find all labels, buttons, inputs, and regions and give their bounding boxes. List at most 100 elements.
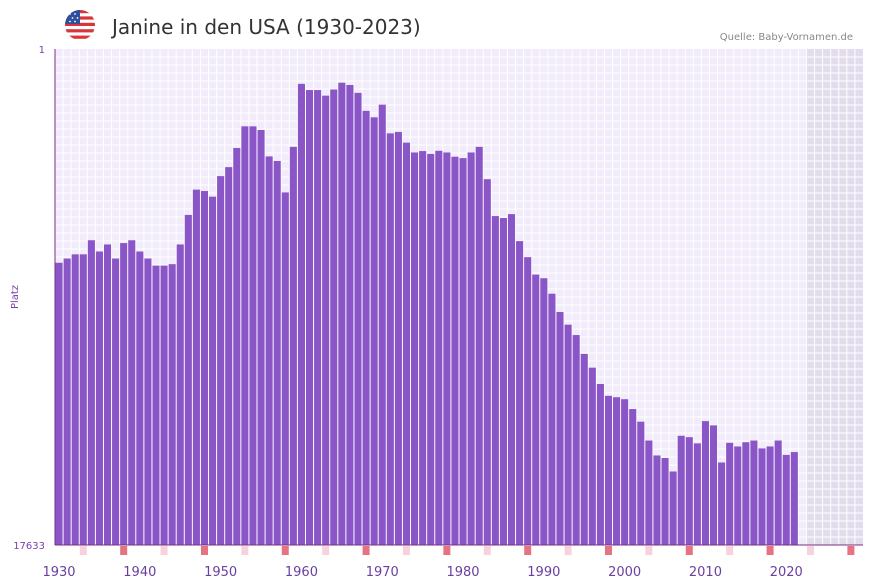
- year-marker-2028: [847, 546, 855, 555]
- bar-1986: [507, 214, 516, 545]
- bar-1961: [305, 90, 314, 545]
- bar-1976: [427, 153, 435, 545]
- bar-1948: [200, 191, 209, 546]
- bar-1971: [386, 133, 394, 545]
- source-label: Quelle: Baby-Vornamen.de: [720, 32, 853, 43]
- bar-1950: [217, 176, 225, 545]
- bar-1934: [87, 240, 95, 545]
- bar-2009: [693, 443, 701, 545]
- bar-1997: [596, 384, 604, 545]
- bar-1940: [136, 251, 144, 546]
- year-marker-1988: [524, 546, 532, 555]
- bar-2014: [734, 446, 742, 545]
- bar-2001: [629, 409, 637, 545]
- bar-1959: [289, 146, 297, 545]
- bar-1930: [55, 262, 63, 545]
- year-marker-1948: [200, 546, 208, 555]
- bar-1958: [281, 192, 289, 545]
- bar-2020: [782, 454, 790, 545]
- y-tick-label-top: 1: [39, 45, 45, 56]
- x-tick-label-1950: 1950: [204, 565, 237, 580]
- bar-2003: [645, 440, 653, 545]
- bar-1999: [613, 397, 621, 545]
- bar-1978: [443, 152, 451, 545]
- year-marker-1953: [241, 546, 249, 555]
- x-tick-label-2000: 2000: [608, 565, 641, 580]
- bar-1964: [330, 89, 338, 545]
- bar-1970: [378, 104, 386, 546]
- bar-1935: [95, 251, 103, 546]
- year-marker-2023: [806, 546, 814, 555]
- bar-1990: [540, 278, 548, 545]
- bar-1954: [249, 126, 257, 546]
- bar-1967: [354, 92, 362, 546]
- year-marker-1958: [281, 546, 289, 555]
- year-marker-2003: [645, 546, 653, 555]
- bar-1938: [120, 243, 128, 546]
- grid-lines: [55, 49, 863, 545]
- bar-1975: [419, 151, 427, 545]
- bar-1991: [548, 293, 556, 545]
- bar-1987: [516, 241, 524, 545]
- bar-1946: [184, 214, 192, 546]
- bar-2012: [718, 462, 726, 545]
- bar-2016: [750, 440, 758, 545]
- bar-2008: [685, 437, 693, 545]
- bar-1955: [257, 129, 265, 545]
- bar-1984: [491, 216, 499, 545]
- bar-1985: [499, 218, 507, 545]
- x-tick-label-1960: 1960: [285, 565, 318, 580]
- bar-1956: [265, 156, 273, 545]
- bar-2021: [790, 452, 798, 545]
- year-marker-1943: [160, 546, 168, 555]
- year-marker-1973: [402, 546, 410, 555]
- y-tick-label-bottom: 17633: [13, 541, 45, 552]
- year-marker-1968: [362, 546, 370, 555]
- bar-1941: [144, 258, 152, 545]
- x-tick-label-2020: 2020: [770, 565, 803, 580]
- year-marker-1933: [79, 546, 87, 555]
- x-tick-labels: 1930 1940 1950 1960 1970 1980 1990 2000 2010 2020: [42, 565, 802, 580]
- bar-1960: [297, 83, 305, 545]
- bar-1998: [604, 395, 613, 545]
- bar-2004: [653, 455, 661, 545]
- bar-1936: [103, 244, 112, 545]
- year-marker-1938: [120, 546, 128, 555]
- bar-1982: [475, 146, 483, 545]
- year-marker-1963: [322, 546, 330, 555]
- bar-1979: [451, 156, 459, 545]
- bar-1966: [346, 84, 354, 545]
- bar-2019: [774, 440, 782, 545]
- bar-2000: [621, 399, 629, 545]
- bar-series: [55, 82, 798, 546]
- bar-1937: [112, 258, 120, 545]
- bar-1945: [176, 244, 184, 545]
- us-flag-icon: [65, 10, 95, 40]
- bar-1972: [394, 131, 402, 546]
- x-tick-label-1990: 1990: [527, 565, 560, 580]
- bar-1973: [402, 142, 411, 545]
- bar-2011: [709, 425, 718, 545]
- chart-title: Janine in den USA (1930-2023): [110, 15, 421, 39]
- year-marker-2008: [685, 546, 693, 555]
- bar-1939: [128, 240, 136, 545]
- bar-1988: [524, 257, 532, 545]
- y-axis-title: Platz: [10, 285, 21, 309]
- bar-1994: [572, 335, 580, 545]
- bar-1992: [556, 311, 564, 545]
- bar-1969: [370, 117, 378, 545]
- year-markers: [79, 546, 855, 555]
- bar-2018: [766, 446, 774, 545]
- bar-1952: [233, 147, 241, 546]
- bar-1931: [63, 258, 71, 545]
- year-marker-1993: [564, 546, 572, 555]
- x-tick-label-1980: 1980: [446, 565, 479, 580]
- year-marker-1998: [604, 546, 612, 555]
- bar-1974: [411, 152, 419, 545]
- bar-2017: [758, 448, 766, 545]
- x-tick-label-1930: 1930: [42, 565, 75, 580]
- bar-1981: [467, 152, 475, 545]
- year-marker-1978: [443, 546, 451, 555]
- bar-1977: [435, 150, 443, 545]
